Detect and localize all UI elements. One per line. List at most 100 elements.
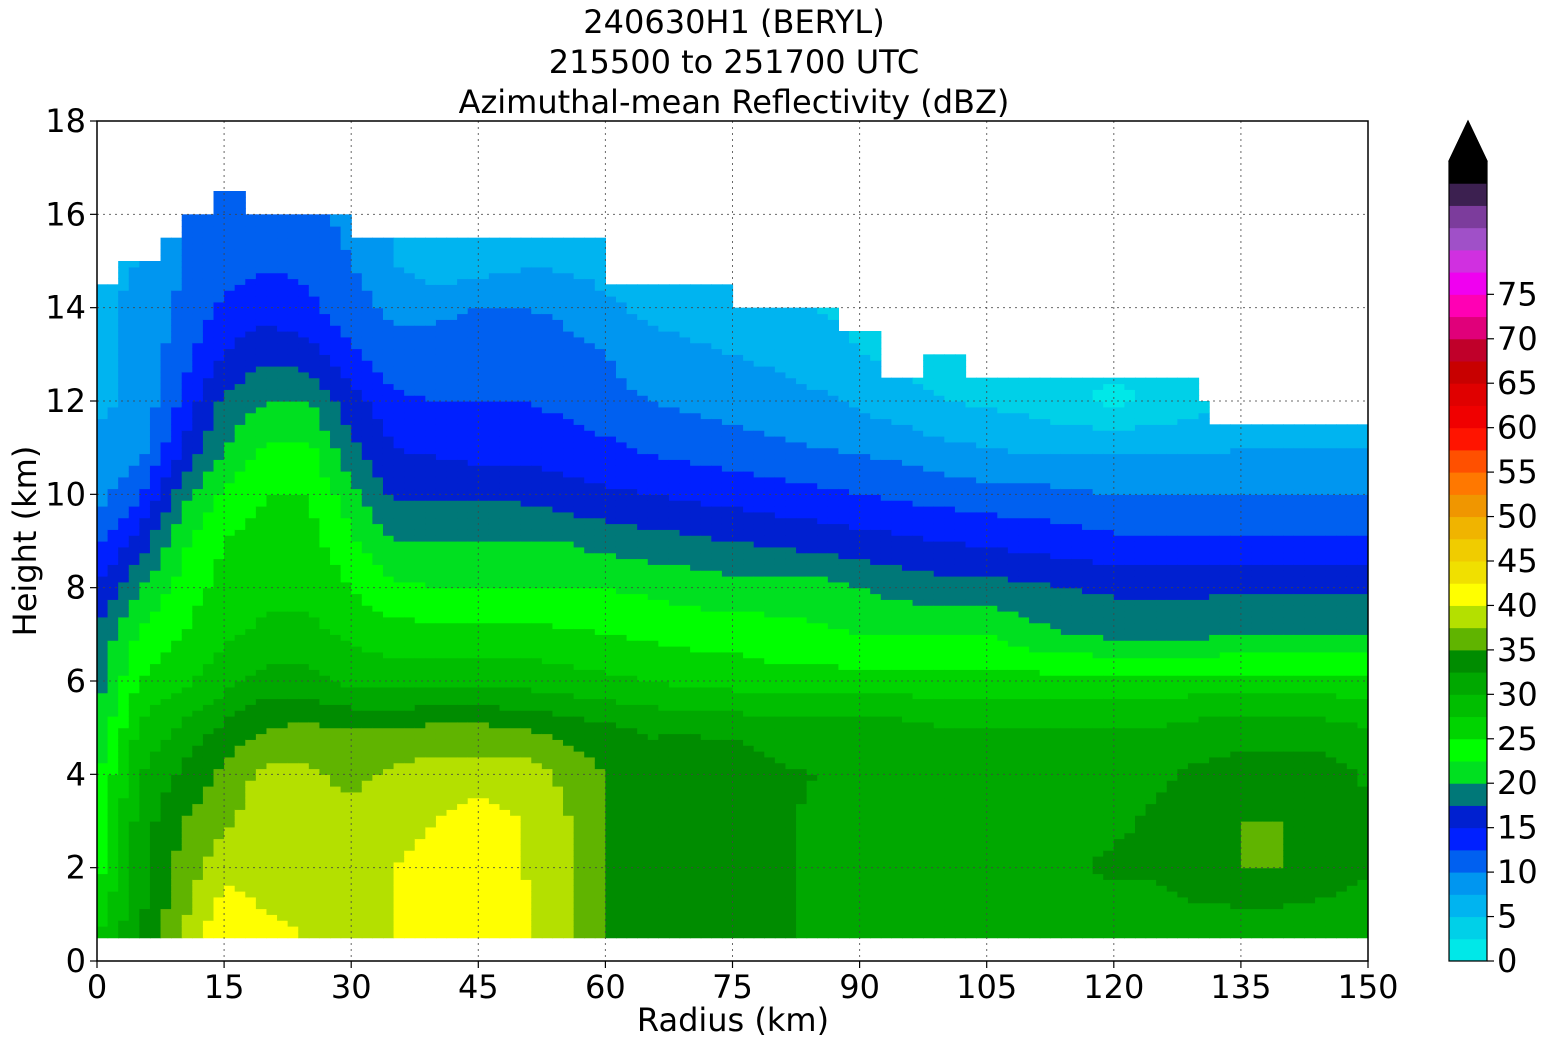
reflectivity-cell [478,284,490,291]
reflectivity-cell [330,885,342,892]
reflectivity-cell [192,669,204,676]
reflectivity-cell [457,237,469,245]
reflectivity-cell [181,914,193,921]
reflectivity-cell [330,436,342,443]
reflectivity-cell [330,692,342,700]
reflectivity-cell [202,465,215,472]
reflectivity-cell [149,920,162,927]
reflectivity-cell [277,255,289,262]
reflectivity-cell [107,698,119,705]
reflectivity-cell [160,751,172,758]
reflectivity-cell [393,745,405,752]
reflectivity-cell [510,850,522,857]
reflectivity-cell [287,325,299,332]
reflectivity-cell [520,698,532,705]
reflectivity-cell [171,552,183,560]
reflectivity-cell [107,657,119,665]
reflectivity-cell [446,721,458,729]
reflectivity-cell [308,599,321,606]
reflectivity-cell [171,879,183,886]
reflectivity-cell [340,447,352,455]
reflectivity-cell [361,914,373,921]
reflectivity-cell [160,879,172,886]
reflectivity-cell [202,844,215,851]
reflectivity-cell [340,663,352,670]
reflectivity-cell [446,249,458,256]
reflectivity-cell [404,430,416,437]
reflectivity-cell [382,774,395,781]
reflectivity-cell [224,208,236,215]
reflectivity-cell [139,651,151,659]
reflectivity-cell [488,564,501,571]
reflectivity-cell [213,476,225,484]
reflectivity-cell [149,447,162,455]
reflectivity-cell [414,751,426,758]
reflectivity-cell [425,803,437,810]
reflectivity-cell [457,465,469,472]
reflectivity-cell [308,663,321,670]
reflectivity-cell [128,856,140,863]
reflectivity-cell [245,348,257,355]
reflectivity-cell [457,879,469,886]
reflectivity-cell [160,249,172,256]
reflectivity-cell [245,681,257,688]
reflectivity-cell [404,902,416,910]
reflectivity-cell [277,593,289,600]
reflectivity-cell [319,319,331,326]
reflectivity-cell [319,564,331,571]
reflectivity-cell [213,861,225,869]
reflectivity-cell [298,494,310,501]
reflectivity-cell [171,891,183,898]
reflectivity-cell [330,605,342,612]
reflectivity-cell [351,272,363,280]
reflectivity-cell [308,482,321,490]
reflectivity-cell [181,809,193,816]
reflectivity-cell [181,301,193,309]
reflectivity-cell [414,447,426,455]
reflectivity-cell [181,313,193,320]
reflectivity-cell [234,290,246,297]
reflectivity-cell [467,616,479,624]
reflectivity-cell [340,651,352,659]
reflectivity-cell [457,418,469,425]
reflectivity-cell [287,395,299,402]
reflectivity-cell [213,710,225,717]
reflectivity-cell [213,587,225,595]
reflectivity-cell [171,366,183,373]
reflectivity-cell [478,669,490,676]
reflectivity-cell [128,902,140,910]
reflectivity-cell [499,599,511,606]
reflectivity-cell [340,546,352,554]
reflectivity-cell [319,867,331,875]
reflectivity-cell [404,780,416,787]
reflectivity-cell [213,237,225,245]
reflectivity-cell [107,436,119,443]
reflectivity-cell [308,710,321,717]
reflectivity-cell [181,255,193,262]
reflectivity-cell [192,354,204,361]
reflectivity-cell [213,319,225,326]
reflectivity-cell [414,692,426,700]
reflectivity-cell [266,342,278,350]
reflectivity-cell [171,412,183,420]
reflectivity-cell [139,698,151,705]
reflectivity-cell [298,581,310,589]
reflectivity-cell [319,826,331,834]
reflectivity-cell [287,651,299,659]
reflectivity-cell [425,867,437,875]
reflectivity-cell [245,727,257,735]
reflectivity-cell [446,663,458,670]
reflectivity-cell [435,651,448,659]
reflectivity-cell [488,704,501,711]
reflectivity-cell [404,821,416,828]
reflectivity-cell [160,663,172,670]
reflectivity-cell [510,896,522,904]
reflectivity-cell [330,926,342,933]
reflectivity-cell [224,576,236,583]
reflectivity-cell [213,465,225,472]
reflectivity-cell [171,791,183,799]
reflectivity-cell [149,861,162,869]
reflectivity-cell [425,745,437,752]
reflectivity-cell [181,564,193,571]
reflectivity-cell [319,278,331,285]
